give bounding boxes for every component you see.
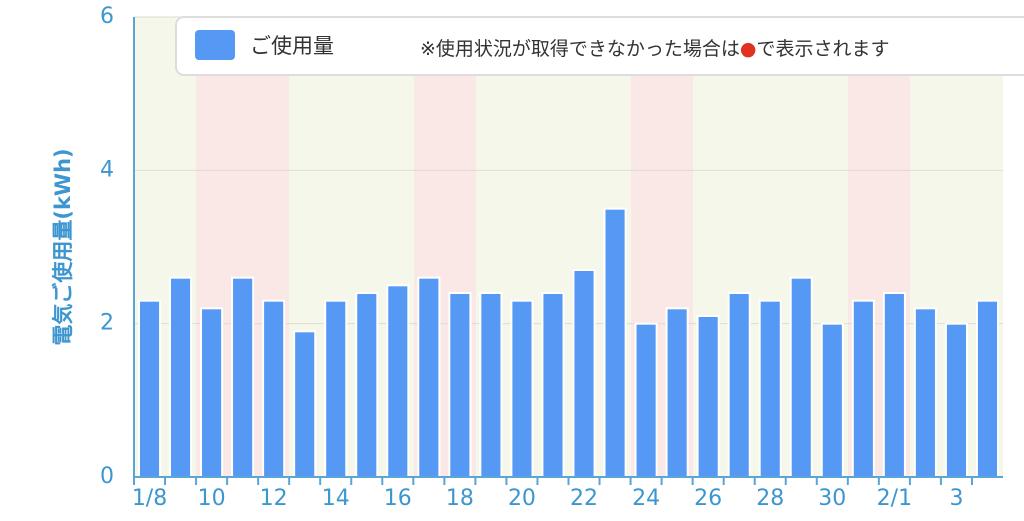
- x-tick-label: 24: [632, 486, 660, 511]
- y-axis-title: 電気ご使用量(kWh): [51, 148, 75, 345]
- bar: [851, 299, 875, 478]
- bar: [200, 307, 224, 479]
- y-tick-label: 4: [100, 157, 114, 182]
- bar: [293, 330, 317, 479]
- bar: [727, 292, 751, 478]
- x-tick-label: 1/8: [132, 486, 167, 511]
- x-tick-label: 20: [508, 486, 536, 511]
- bar: [696, 315, 720, 478]
- bar: [510, 299, 534, 478]
- legend: ご使用量 ※使用状況が取得できなかった場合は●で表示されます: [175, 16, 1024, 76]
- bar: [820, 322, 844, 478]
- bar: [262, 299, 286, 478]
- bar: [541, 292, 565, 478]
- bar: [913, 307, 937, 479]
- bar: [169, 276, 193, 478]
- legend-note: ※使用状況が取得できなかった場合は●で表示されます: [420, 38, 890, 60]
- bar: [944, 322, 968, 478]
- bar: [975, 299, 1000, 478]
- x-tick-label: 12: [260, 486, 288, 511]
- x-tick-label: 2/1: [877, 486, 912, 511]
- note-text: ※使用状況が取得できなかった場合は: [420, 38, 740, 60]
- legend-label: ご使用量: [250, 34, 334, 58]
- note-text: で表示されます: [757, 38, 890, 60]
- bar: [603, 207, 627, 479]
- x-tick-label: 18: [446, 486, 474, 511]
- x-tick-label: 28: [756, 486, 784, 511]
- x-tick-label: 30: [818, 486, 846, 511]
- y-tick-label: 2: [100, 311, 114, 336]
- bar: [882, 292, 906, 478]
- bar: [665, 307, 689, 479]
- bar: [386, 284, 410, 479]
- y-tick-label: 6: [100, 4, 114, 29]
- x-tick-label: 26: [694, 486, 722, 511]
- legend-swatch: [195, 30, 235, 60]
- bar: [479, 292, 503, 478]
- note-dot: ●: [740, 38, 757, 60]
- x-tick-label: 3: [949, 486, 963, 511]
- bar: [137, 299, 162, 478]
- x-tick-label: 14: [322, 486, 350, 511]
- bar: [758, 299, 782, 478]
- y-tick-label: 0: [100, 464, 114, 489]
- legend-box: [175, 16, 1024, 76]
- bar: [417, 276, 441, 478]
- x-tick-label: 22: [570, 486, 598, 511]
- bar: [324, 299, 348, 478]
- bar: [634, 322, 658, 478]
- bar: [231, 276, 255, 478]
- bars: [137, 207, 1000, 479]
- bar: [789, 276, 813, 478]
- bar: [355, 292, 379, 478]
- x-tick-label: 16: [384, 486, 412, 511]
- bar: [572, 269, 596, 478]
- bar: [448, 292, 472, 478]
- x-tick-label: 10: [198, 486, 226, 511]
